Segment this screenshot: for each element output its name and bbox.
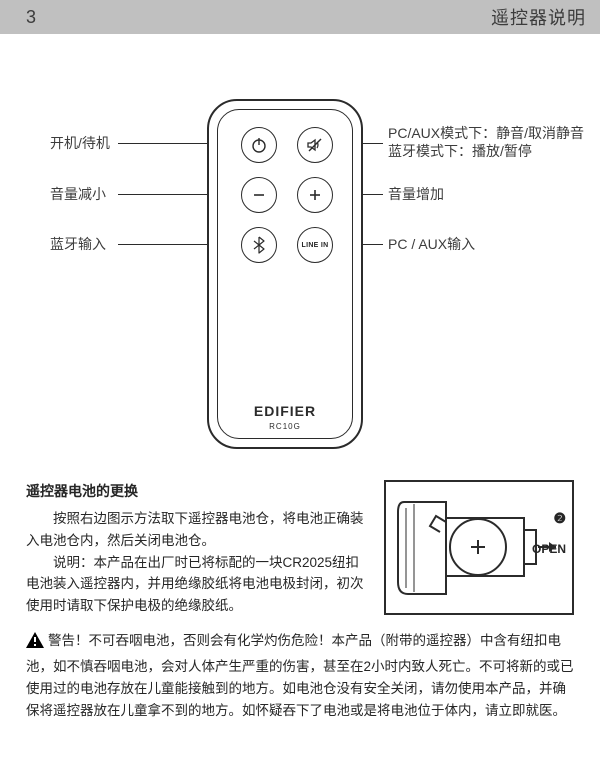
label-line-in: PC / AUX输入 [388, 235, 475, 254]
vol-down-button-icon [241, 177, 277, 213]
page-number: 3 [26, 7, 36, 28]
battery-open-label: OPEN [532, 542, 566, 556]
warning-label: 警告！ [48, 633, 89, 648]
label-vol-down: 音量减小 [50, 185, 106, 204]
bluetooth-button-icon [241, 227, 277, 263]
label-mute-line1: PC/AUX模式下：静音/取消静音 [388, 124, 584, 143]
remote-inner-border [217, 109, 353, 439]
remote-brand: EDIFIER [209, 403, 361, 419]
label-bluetooth: 蓝牙输入 [50, 235, 106, 254]
battery-p2: 说明：本产品在出厂时已将标配的一块CR2025纽扣电池装入遥控器内，并用绝缘胶纸… [26, 552, 368, 617]
label-vol-up: 音量增加 [388, 185, 444, 204]
label-power: 开机/待机 [50, 134, 110, 153]
battery-heading: 遥控器电池的更换 [26, 480, 368, 502]
battery-figure: ❷ OPEN [384, 480, 574, 615]
page-header: 3 遥控器说明 [0, 0, 600, 34]
vol-up-button-icon [297, 177, 333, 213]
mute-button-icon [297, 127, 333, 163]
battery-step-2: ❷ [553, 510, 566, 527]
label-mute-line2: 蓝牙模式下：播放/暂停 [388, 142, 532, 161]
battery-p1: 按照右边图示方法取下遥控器电池仓，将电池正确装入电池仓内，然后关闭电池仓。 [26, 508, 368, 551]
battery-replace-section: 遥控器电池的更换 按照右边图示方法取下遥控器电池仓，将电池正确装入电池仓内，然后… [0, 464, 600, 616]
warning-icon [26, 632, 44, 655]
remote-model: RC10G [209, 422, 361, 431]
battery-replace-text: 遥控器电池的更换 按照右边图示方法取下遥控器电池仓，将电池正确装入电池仓内，然后… [26, 480, 368, 616]
power-button-icon [241, 127, 277, 163]
warning-section: 警告！不可吞咽电池，否则会有化学灼伤危险！本产品（附带的遥控器）中含有纽扣电池，… [0, 616, 600, 722]
page-title: 遥控器说明 [36, 4, 586, 30]
line-in-button-icon: LINE IN [297, 227, 333, 263]
warning-text: 不可吞咽电池，否则会有化学灼伤危险！本产品（附带的遥控器）中含有纽扣电池，如不慎… [26, 633, 574, 718]
remote-figure: 开机/待机 音量减小 蓝牙输入 PC/AUX模式下：静音/取消静音 蓝牙模式下：… [0, 34, 600, 464]
remote-body: LINE IN EDIFIER RC10G [207, 99, 363, 449]
